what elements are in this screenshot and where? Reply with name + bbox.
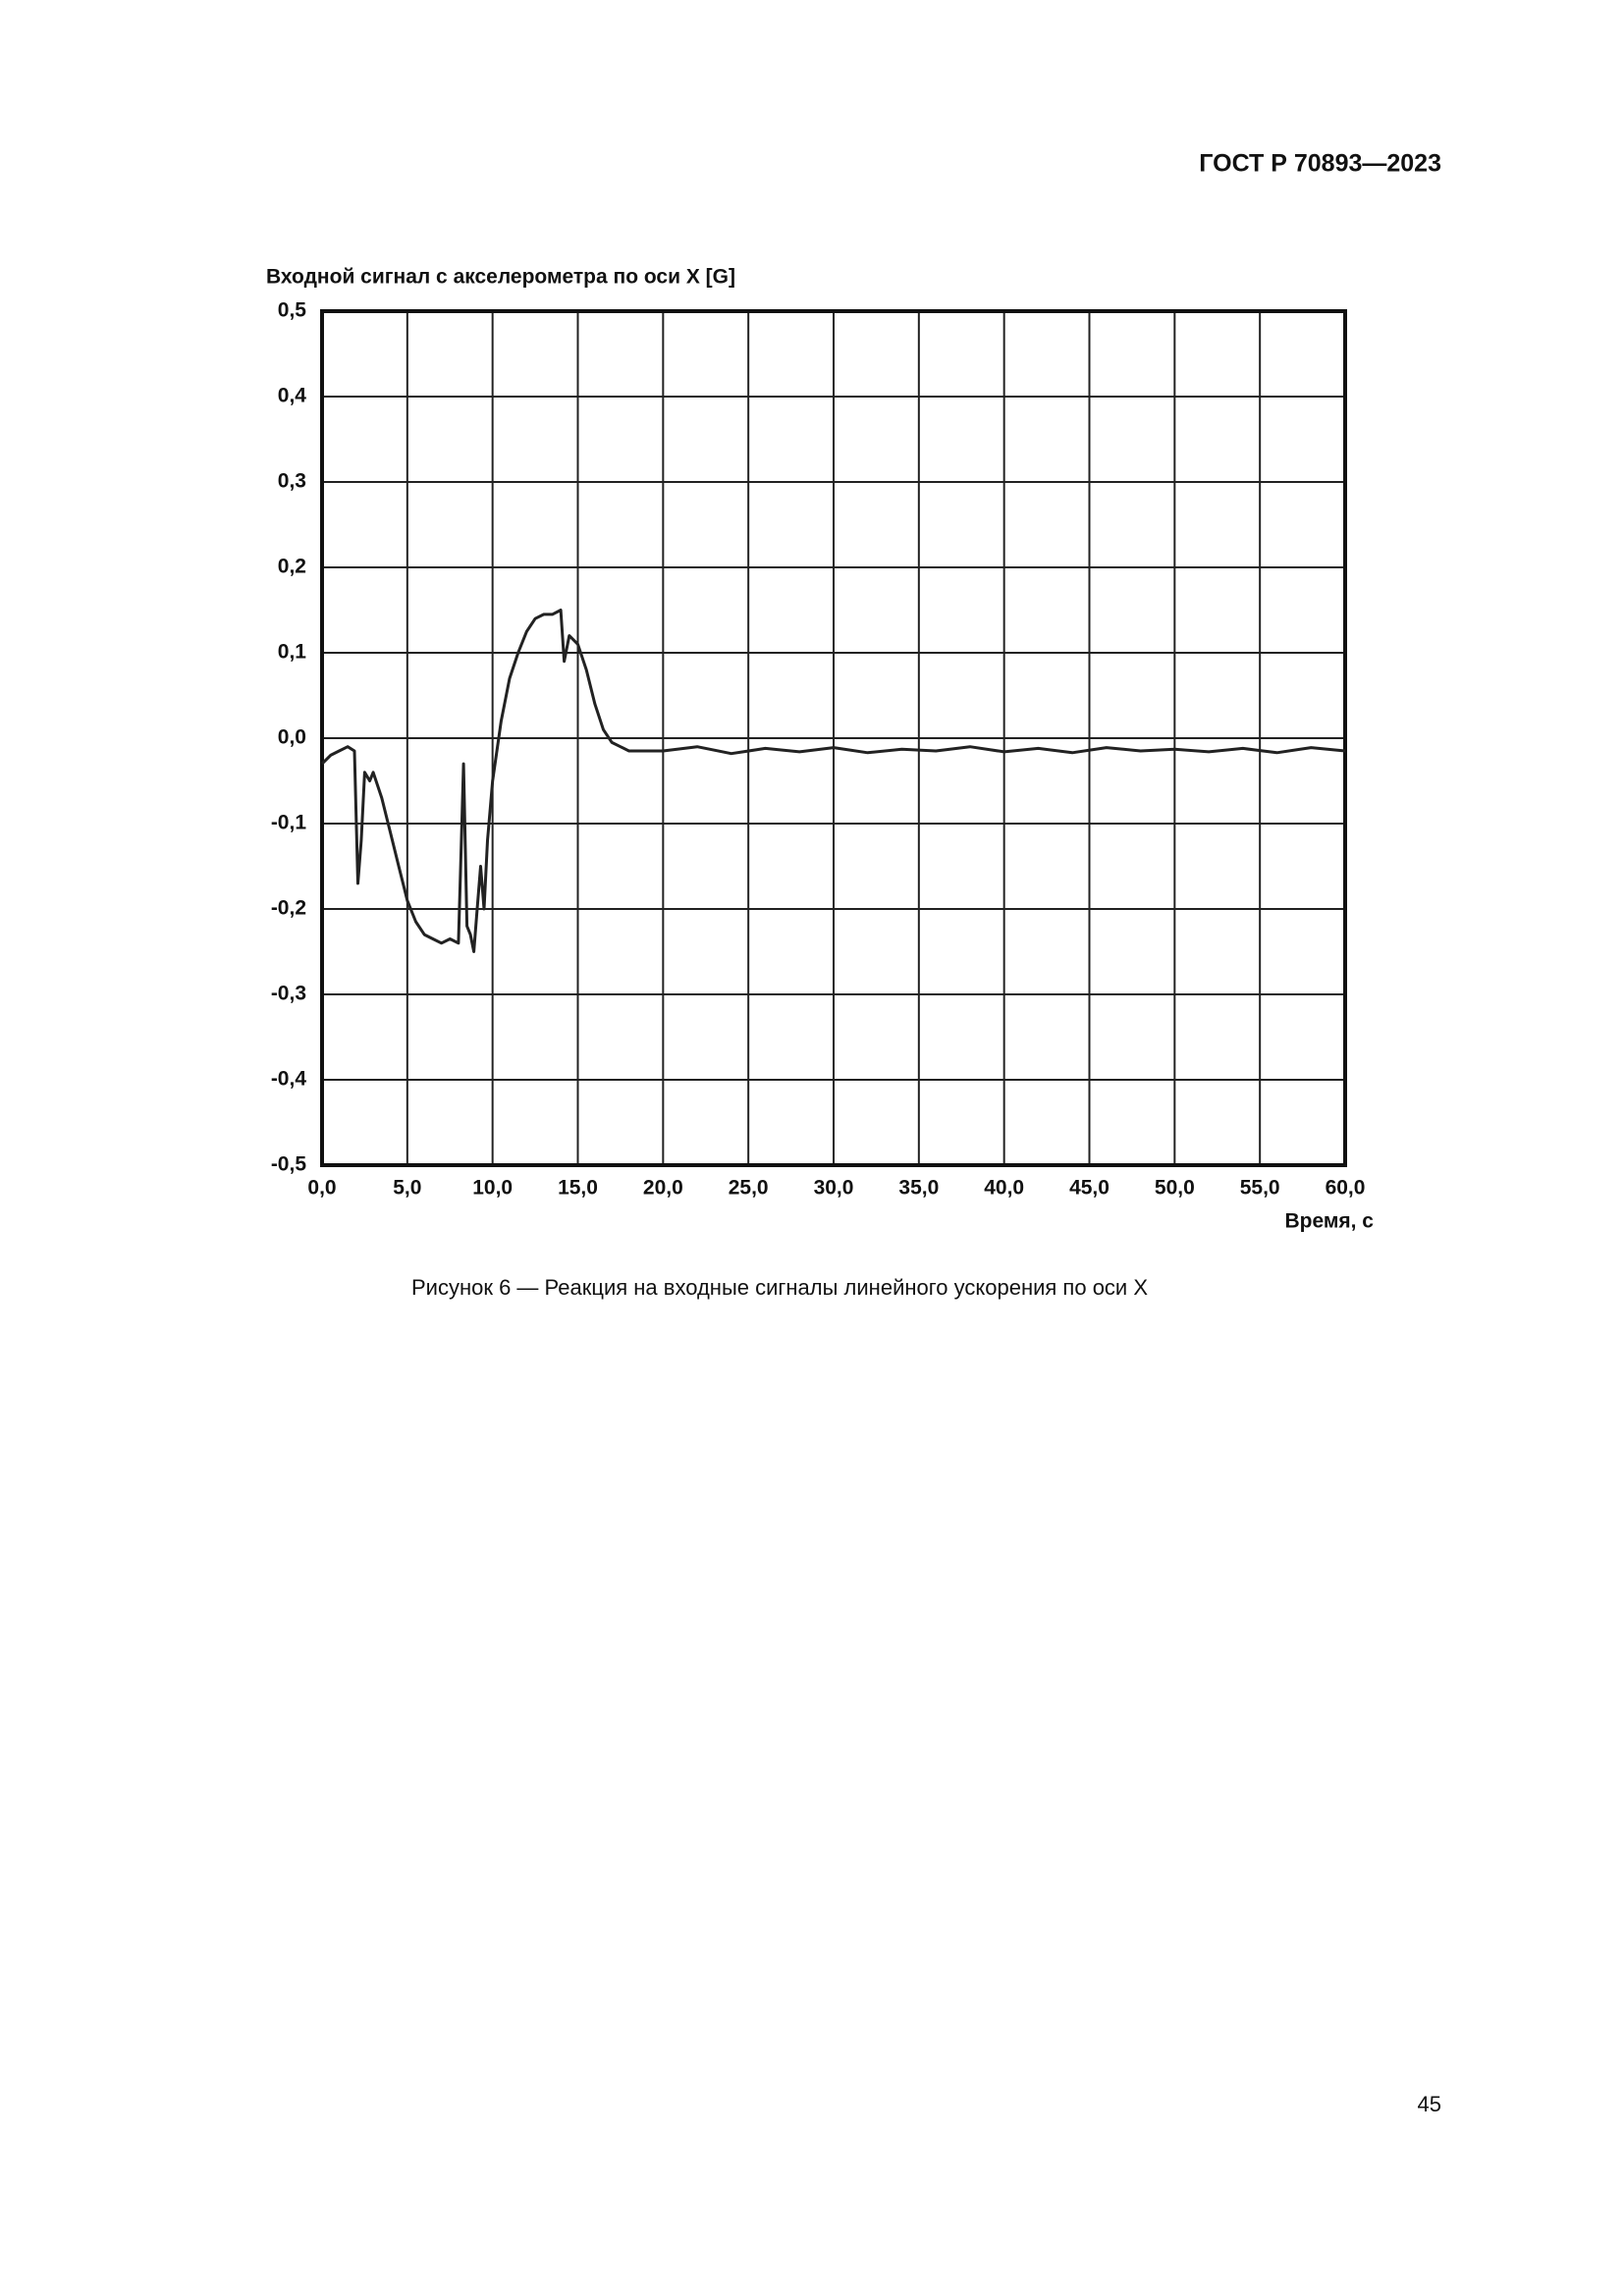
data-line	[320, 609, 1346, 953]
y-tick-label: -0,4	[271, 1068, 307, 1091]
x-tick-label: 45,0	[1069, 1177, 1110, 1200]
x-tick-label: 60,0	[1326, 1177, 1366, 1200]
x-tick-label: 35,0	[898, 1177, 939, 1200]
y-tick-label: -0,2	[271, 897, 306, 920]
x-tick-label: 25,0	[729, 1177, 769, 1200]
plot-frame	[320, 309, 1347, 1167]
x-tick-label: 30,0	[814, 1177, 854, 1200]
x-tick-label: 15,0	[558, 1177, 598, 1200]
y-tick-label: 0,0	[278, 726, 306, 749]
y-axis-title: Входной сигнал с акселерометра по оси X …	[266, 266, 735, 289]
page-number: 45	[1418, 2092, 1441, 2116]
y-tick-label: 0,1	[278, 641, 307, 664]
y-tick-label: -0,3	[271, 983, 306, 1005]
y-tick-label: 0,5	[278, 299, 307, 322]
x-tick-label: 55,0	[1240, 1177, 1280, 1200]
x-tick-label: 10,0	[472, 1177, 513, 1200]
x-axis-title: Время, с	[1284, 1210, 1374, 1233]
figure-caption: Рисунок 6 — Реакция на входные сигналы л…	[411, 1275, 1148, 1300]
y-tick-label: -0,5	[271, 1153, 307, 1176]
y-tick-label: 0,2	[278, 556, 306, 578]
x-tick-label: 0,0	[307, 1177, 336, 1200]
x-tick-label: 50,0	[1155, 1177, 1195, 1200]
x-tick-label: 20,0	[643, 1177, 683, 1200]
header-code: ГОСТ Р 70893—2023	[1199, 150, 1441, 178]
y-tick-label: 0,4	[278, 385, 307, 407]
x-tick-label: 5,0	[393, 1177, 421, 1200]
y-tick-label: 0,3	[278, 470, 306, 493]
x-tick-label: 40,0	[984, 1177, 1024, 1200]
y-tick-label: -0,1	[271, 812, 307, 834]
